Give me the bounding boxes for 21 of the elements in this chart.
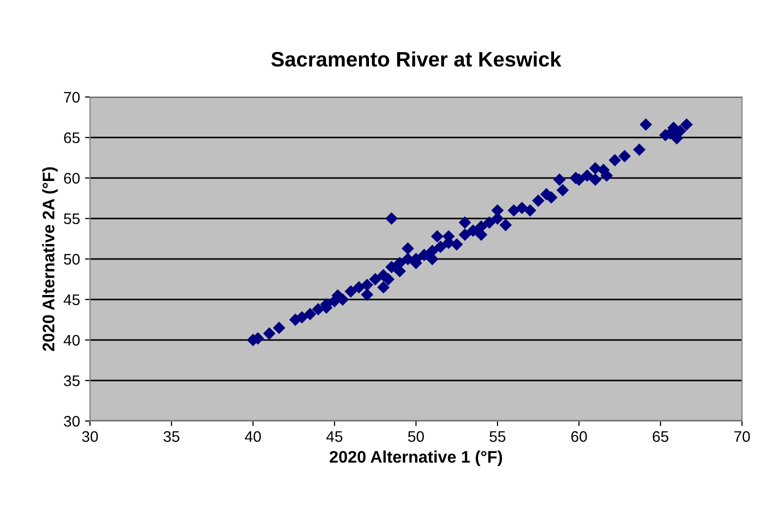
x-tick-label: 45 — [326, 431, 342, 442]
y-tick-label: 65 — [64, 132, 80, 144]
y-tick-label: 40 — [64, 334, 80, 346]
x-tick-label: 35 — [164, 431, 180, 442]
x-axis-title: 2020 Alternative 1 (°F) — [330, 450, 502, 466]
y-tick-label: 35 — [64, 375, 80, 386]
chart-title: Sacramento River at Keswick — [271, 51, 562, 67]
y-tick-label: 55 — [64, 214, 80, 224]
y-tick-label: 30 — [64, 416, 80, 427]
x-tick-label: 55 — [490, 431, 506, 442]
x-tick-label: 50 — [408, 431, 424, 442]
y-tick-label: 45 — [64, 294, 80, 306]
x-tick-label: 60 — [571, 431, 587, 442]
y-tick-label: 50 — [64, 254, 80, 265]
x-tick-label: 70 — [734, 431, 750, 442]
y-tick-label: 60 — [64, 172, 80, 184]
y-axis-title: 2020 Alternative 2A (°F) — [42, 167, 58, 351]
x-tick-label: 40 — [244, 431, 261, 442]
x-tick-label: 30 — [82, 431, 98, 442]
y-tick-label: 70 — [64, 92, 80, 103]
x-tick-label: 65 — [652, 431, 668, 442]
